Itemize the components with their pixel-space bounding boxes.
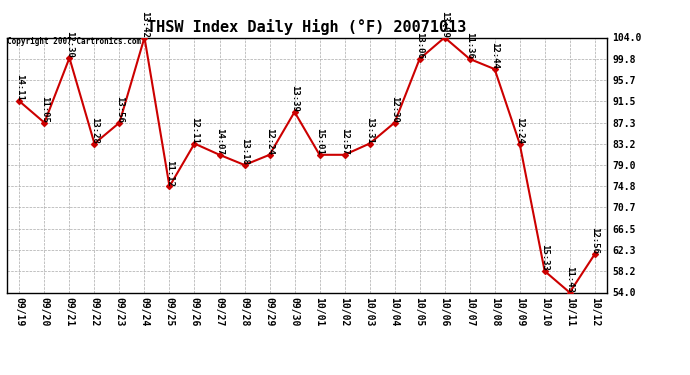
- Text: 13:39: 13:39: [290, 85, 299, 112]
- Text: 11:36: 11:36: [465, 32, 474, 59]
- Text: 13:06: 13:06: [415, 32, 424, 59]
- Text: 12:11: 12:11: [190, 117, 199, 144]
- Text: 12:44: 12:44: [490, 42, 499, 69]
- Text: 12:30: 12:30: [390, 96, 399, 123]
- Text: Copyright 2007 Cartronics.com: Copyright 2007 Cartronics.com: [7, 38, 141, 46]
- Text: 12:57: 12:57: [340, 128, 349, 155]
- Title: THSW Index Daily High (°F) 20071013: THSW Index Daily High (°F) 20071013: [148, 19, 466, 35]
- Text: 12:30: 12:30: [65, 31, 74, 58]
- Text: 13:42: 13:42: [140, 10, 149, 38]
- Text: 12:24: 12:24: [265, 128, 274, 155]
- Text: 11:43: 11:43: [565, 266, 574, 292]
- Text: 14:07: 14:07: [215, 128, 224, 155]
- Text: 12:24: 12:24: [515, 117, 524, 144]
- Text: 14:11: 14:11: [15, 74, 24, 101]
- Text: 12:56: 12:56: [590, 227, 599, 254]
- Text: 15:01: 15:01: [315, 128, 324, 155]
- Text: 11:05: 11:05: [40, 96, 49, 123]
- Text: 13:28: 13:28: [90, 117, 99, 144]
- Text: 13:18: 13:18: [240, 138, 249, 165]
- Text: 11:12: 11:12: [165, 159, 174, 186]
- Text: 13:56: 13:56: [115, 96, 124, 123]
- Text: 15:33: 15:33: [540, 244, 549, 271]
- Text: 13:09: 13:09: [440, 10, 449, 38]
- Text: 13:31: 13:31: [365, 117, 374, 144]
